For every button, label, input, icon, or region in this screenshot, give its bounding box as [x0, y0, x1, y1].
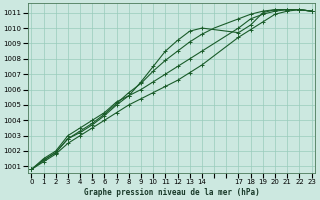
X-axis label: Graphe pression niveau de la mer (hPa): Graphe pression niveau de la mer (hPa) — [84, 188, 259, 197]
